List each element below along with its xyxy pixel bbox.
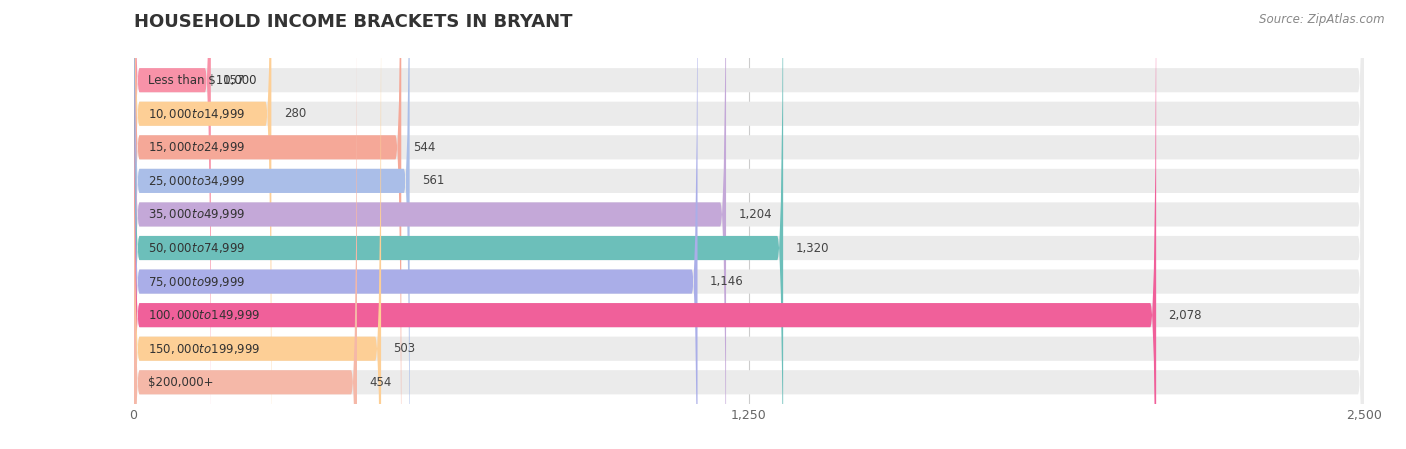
FancyBboxPatch shape [134, 0, 1364, 449]
Text: 503: 503 [394, 342, 416, 355]
FancyBboxPatch shape [134, 0, 1364, 449]
FancyBboxPatch shape [134, 0, 1364, 449]
Text: $100,000 to $149,999: $100,000 to $149,999 [149, 308, 260, 322]
FancyBboxPatch shape [134, 0, 1364, 449]
FancyBboxPatch shape [134, 0, 211, 449]
Text: 280: 280 [284, 107, 307, 120]
FancyBboxPatch shape [134, 0, 1364, 449]
Text: $150,000 to $199,999: $150,000 to $199,999 [149, 342, 260, 356]
FancyBboxPatch shape [134, 0, 1364, 449]
FancyBboxPatch shape [134, 0, 271, 449]
FancyBboxPatch shape [134, 0, 401, 449]
FancyBboxPatch shape [134, 0, 1364, 449]
FancyBboxPatch shape [134, 0, 357, 449]
Text: $25,000 to $34,999: $25,000 to $34,999 [149, 174, 246, 188]
FancyBboxPatch shape [134, 0, 783, 449]
FancyBboxPatch shape [134, 0, 381, 449]
Text: Less than $10,000: Less than $10,000 [149, 74, 257, 87]
Text: 157: 157 [224, 74, 246, 87]
FancyBboxPatch shape [134, 0, 409, 449]
Text: 1,146: 1,146 [710, 275, 744, 288]
Text: HOUSEHOLD INCOME BRACKETS IN BRYANT: HOUSEHOLD INCOME BRACKETS IN BRYANT [134, 13, 572, 31]
FancyBboxPatch shape [134, 0, 1156, 449]
Text: 2,078: 2,078 [1168, 308, 1202, 321]
FancyBboxPatch shape [134, 0, 1364, 449]
Text: 454: 454 [370, 376, 392, 389]
Text: 1,320: 1,320 [796, 242, 830, 255]
Text: $200,000+: $200,000+ [149, 376, 214, 389]
Text: $15,000 to $24,999: $15,000 to $24,999 [149, 141, 246, 154]
FancyBboxPatch shape [134, 0, 697, 449]
Text: $50,000 to $74,999: $50,000 to $74,999 [149, 241, 246, 255]
Text: Source: ZipAtlas.com: Source: ZipAtlas.com [1260, 13, 1385, 26]
Text: 1,204: 1,204 [738, 208, 772, 221]
Text: 544: 544 [413, 141, 436, 154]
Text: $75,000 to $99,999: $75,000 to $99,999 [149, 275, 246, 289]
FancyBboxPatch shape [134, 0, 1364, 449]
FancyBboxPatch shape [134, 0, 1364, 449]
Text: $10,000 to $14,999: $10,000 to $14,999 [149, 107, 246, 121]
Text: $35,000 to $49,999: $35,000 to $49,999 [149, 207, 246, 221]
FancyBboxPatch shape [134, 0, 725, 449]
Text: 561: 561 [422, 174, 444, 187]
